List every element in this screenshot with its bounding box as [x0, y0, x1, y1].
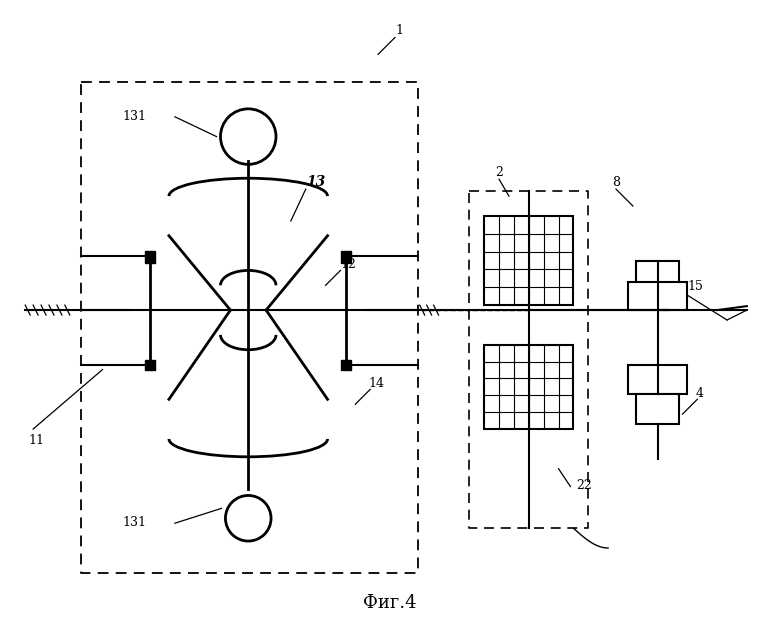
Text: 4: 4: [695, 387, 704, 401]
Bar: [145, 251, 155, 264]
Text: 1: 1: [395, 24, 403, 38]
Bar: [145, 360, 155, 369]
Bar: [636, 260, 679, 285]
Bar: [342, 251, 351, 264]
Text: 14: 14: [368, 378, 385, 390]
Text: 11: 11: [28, 434, 44, 447]
Text: 12: 12: [340, 259, 356, 271]
Text: 131: 131: [122, 109, 147, 123]
Text: 2: 2: [495, 166, 503, 179]
Bar: [484, 216, 573, 305]
Bar: [628, 282, 687, 310]
Text: 131: 131: [122, 516, 147, 529]
Text: 13: 13: [306, 175, 325, 189]
Text: 22: 22: [576, 479, 592, 492]
Text: 8: 8: [612, 176, 620, 189]
Text: Фиг.4: Фиг.4: [363, 593, 417, 612]
Bar: [342, 360, 351, 369]
Text: 15: 15: [687, 280, 704, 293]
Bar: [628, 365, 687, 394]
Bar: [636, 394, 679, 424]
Bar: [484, 345, 573, 429]
